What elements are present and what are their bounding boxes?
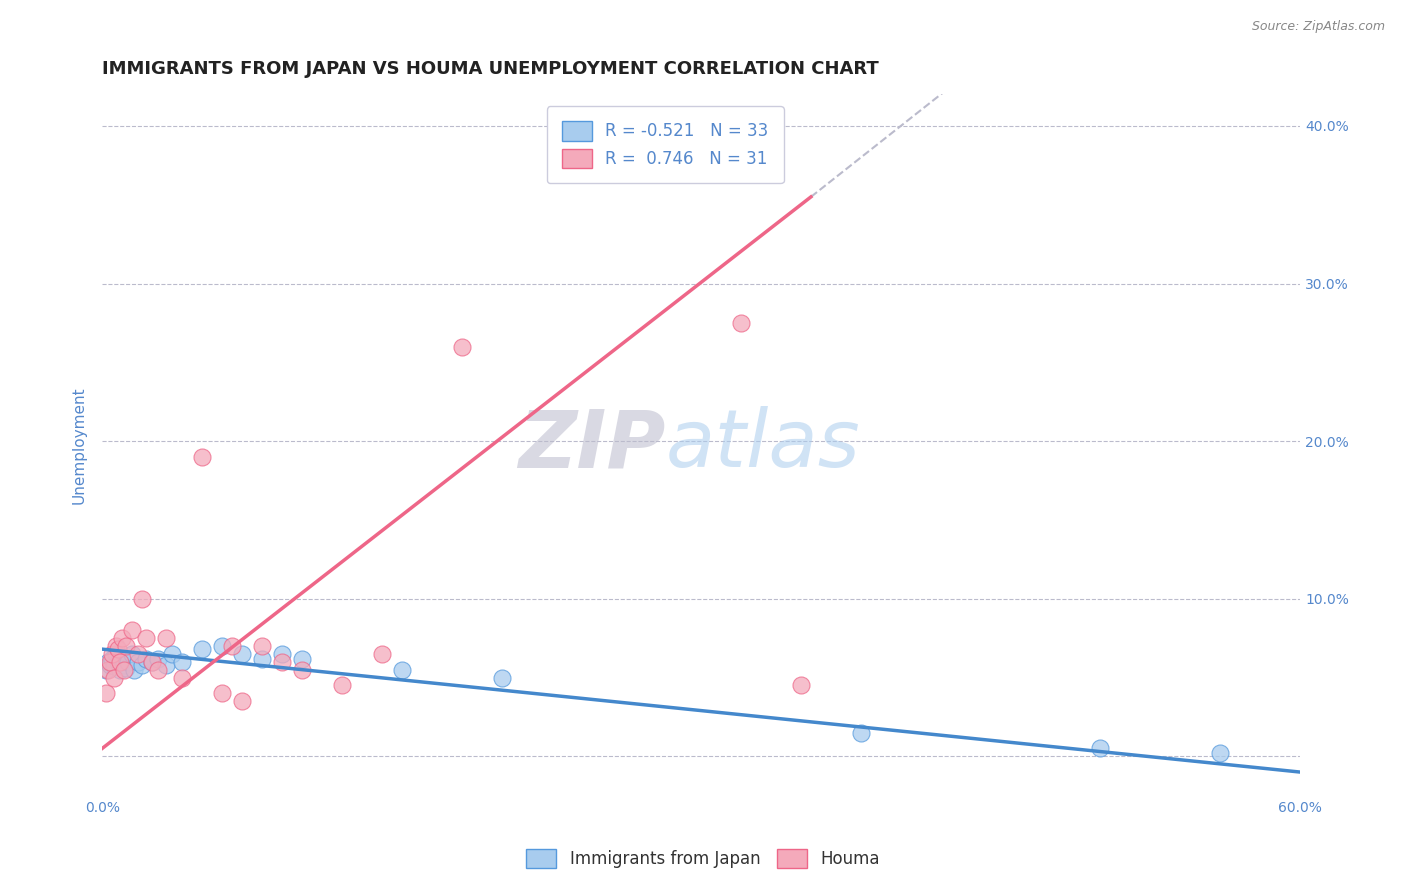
Point — [111, 650, 134, 665]
Point — [250, 651, 273, 665]
Point — [112, 657, 135, 672]
Y-axis label: Unemployment: Unemployment — [72, 386, 86, 504]
Point — [112, 663, 135, 677]
Text: atlas: atlas — [665, 406, 860, 484]
Point — [160, 647, 183, 661]
Point — [105, 647, 128, 661]
Point — [127, 647, 149, 661]
Point — [131, 657, 153, 672]
Text: Source: ZipAtlas.com: Source: ZipAtlas.com — [1251, 20, 1385, 33]
Point — [231, 647, 253, 661]
Legend: Immigrants from Japan, Houma: Immigrants from Japan, Houma — [520, 842, 886, 875]
Point — [121, 647, 143, 661]
Point — [135, 631, 157, 645]
Point — [250, 639, 273, 653]
Point — [103, 671, 125, 685]
Point — [107, 655, 129, 669]
Point — [491, 671, 513, 685]
Point — [270, 655, 292, 669]
Point — [111, 631, 134, 645]
Point — [108, 663, 131, 677]
Point — [141, 655, 163, 669]
Legend: R = -0.521   N = 33, R =  0.746   N = 31: R = -0.521 N = 33, R = 0.746 N = 31 — [547, 106, 783, 183]
Point — [131, 591, 153, 606]
Point — [105, 639, 128, 653]
Point — [370, 647, 392, 661]
Point — [97, 655, 120, 669]
Point — [291, 663, 314, 677]
Point — [146, 651, 169, 665]
Point — [221, 639, 243, 653]
Point — [790, 678, 813, 692]
Text: IMMIGRANTS FROM JAPAN VS HOUMA UNEMPLOYMENT CORRELATION CHART: IMMIGRANTS FROM JAPAN VS HOUMA UNEMPLOYM… — [103, 60, 879, 78]
Point — [96, 686, 118, 700]
Point — [270, 647, 292, 661]
Point — [170, 671, 193, 685]
Point — [155, 631, 177, 645]
Point — [101, 651, 124, 665]
Point — [1209, 746, 1232, 760]
Point — [115, 639, 138, 653]
Point — [121, 624, 143, 638]
Point — [730, 316, 752, 330]
Point — [330, 678, 353, 692]
Point — [170, 655, 193, 669]
Point — [191, 450, 214, 464]
Point — [96, 663, 118, 677]
Point — [107, 642, 129, 657]
Text: ZIP: ZIP — [517, 406, 665, 484]
Point — [117, 655, 139, 669]
Point — [211, 639, 233, 653]
Point — [146, 663, 169, 677]
Point — [849, 725, 872, 739]
Point — [155, 657, 177, 672]
Point — [101, 647, 124, 661]
Point — [211, 686, 233, 700]
Point — [98, 655, 121, 669]
Point — [1090, 741, 1112, 756]
Point — [127, 655, 149, 669]
Point — [98, 657, 121, 672]
Point — [97, 663, 120, 677]
Point — [191, 642, 214, 657]
Point — [135, 651, 157, 665]
Point — [115, 661, 138, 675]
Point — [141, 655, 163, 669]
Point — [450, 340, 472, 354]
Point — [103, 659, 125, 673]
Point — [391, 663, 413, 677]
Point — [122, 663, 145, 677]
Point — [231, 694, 253, 708]
Point — [108, 655, 131, 669]
Point — [291, 651, 314, 665]
